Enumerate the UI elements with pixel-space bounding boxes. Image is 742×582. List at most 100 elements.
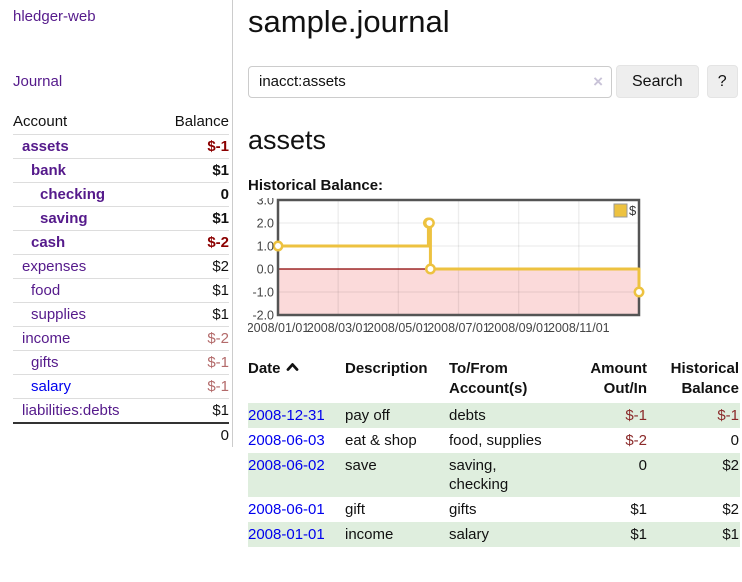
transaction-description: eat & shop bbox=[345, 432, 417, 449]
register-header-balance: Historical Balance bbox=[670, 360, 739, 397]
transaction-balance: 0 bbox=[730, 432, 739, 449]
account-link-saving[interactable]: saving bbox=[40, 210, 88, 227]
account-row-salary: salary $-1 bbox=[13, 374, 229, 399]
balance-chart-svg[interactable]: $3.0 2.0 1.0 0.0 -1.0 -2.02008/01/012008/03/0… bbox=[247, 194, 650, 340]
register-header-description: Description bbox=[345, 360, 428, 377]
register-header-amount: Amount Out/In bbox=[590, 360, 647, 397]
account-link-salary[interactable]: salary bbox=[31, 378, 72, 395]
account-balance: $2 bbox=[156, 254, 229, 279]
accounts-table: Account Balance assets $-1 bank $1 check… bbox=[13, 111, 229, 447]
transaction-description: pay off bbox=[345, 403, 449, 428]
chart-label: Historical Balance: bbox=[248, 177, 384, 194]
register-row: 2008-06-02 save saving, checking 0 $2 bbox=[248, 453, 740, 497]
account-balance: $1 bbox=[156, 158, 229, 183]
search-form: × Search ? bbox=[248, 65, 738, 98]
account-row-supplies: supplies $1 bbox=[13, 302, 229, 327]
account-balance: 0 bbox=[156, 182, 229, 207]
register-header-date[interactable]: Date bbox=[248, 357, 345, 403]
transaction-amount: $1 bbox=[562, 522, 647, 547]
account-row-food: food $1 bbox=[13, 278, 229, 303]
help-button[interactable]: ? bbox=[706, 65, 738, 98]
account-balance: $-2 bbox=[156, 326, 229, 351]
register-row: 2008-06-03 eat & shop food, supplies $-2… bbox=[248, 428, 740, 453]
svg-text:1.0: 1.0 bbox=[257, 240, 274, 254]
account-row-cash: cash $-2 bbox=[13, 230, 229, 255]
sidebar-item-journal[interactable]: Journal bbox=[13, 73, 63, 90]
account-link-supplies[interactable]: supplies bbox=[31, 306, 87, 323]
svg-text:2008/01/01: 2008/01/01 bbox=[248, 321, 309, 335]
account-balance: $1 bbox=[156, 302, 229, 327]
account-row-gifts: gifts $-1 bbox=[13, 350, 229, 375]
account-row-assets: assets $-1 bbox=[13, 134, 229, 159]
register-table: Date Description To/From Account(s) Amou… bbox=[248, 357, 740, 547]
transaction-accounts: gifts bbox=[449, 501, 477, 518]
account-row-saving: saving $1 bbox=[13, 206, 229, 231]
register-row: 2008-12-31 pay off debts $-1 $-1 bbox=[248, 403, 740, 428]
transaction-balance: $1 bbox=[647, 522, 740, 547]
account-link-cash[interactable]: cash bbox=[31, 234, 66, 251]
main-content: sample.journal × Search ? assets Histori… bbox=[233, 0, 740, 547]
transaction-accounts: salary bbox=[449, 522, 562, 547]
account-link-food[interactable]: food bbox=[31, 282, 61, 299]
transaction-date-link[interactable]: 2008-06-01 bbox=[248, 501, 325, 518]
search-input[interactable] bbox=[248, 65, 612, 98]
transaction-date-link[interactable]: 2008-01-01 bbox=[248, 526, 325, 543]
svg-text:$: $ bbox=[629, 203, 637, 218]
account-link-checking[interactable]: checking bbox=[40, 186, 106, 203]
sidebar: hledger-web Journal Account Balance asse… bbox=[0, 0, 233, 447]
account-link-expenses[interactable]: expenses bbox=[22, 258, 87, 275]
accounts-header-balance: Balance bbox=[174, 113, 229, 130]
account-heading: assets bbox=[248, 125, 327, 155]
svg-text:-1.0: -1.0 bbox=[252, 286, 274, 300]
accounts-total-row: 0 bbox=[13, 423, 229, 447]
accounts-header-account: Account bbox=[13, 113, 68, 130]
svg-text:2008/07/01: 2008/07/01 bbox=[427, 321, 490, 335]
page-title: sample.journal bbox=[248, 4, 450, 39]
account-row-bank: bank $1 bbox=[13, 158, 229, 183]
transaction-description: gift bbox=[345, 501, 366, 518]
account-balance: $1 bbox=[156, 398, 229, 424]
account-link-assets[interactable]: assets bbox=[22, 138, 69, 155]
historical-balance-chart[interactable]: $3.0 2.0 1.0 0.0 -1.0 -2.0 2008/01/01 2008/03/0… bbox=[247, 194, 719, 344]
account-balance: $-1 bbox=[156, 134, 229, 159]
app-layout: hledger-web Journal Account Balance asse… bbox=[0, 0, 740, 547]
account-balance: $1 bbox=[156, 278, 229, 303]
accounts-header-row: Account Balance bbox=[13, 111, 229, 135]
account-row-checking: checking 0 bbox=[13, 182, 229, 207]
svg-text:2008/11/01: 2008/11/01 bbox=[548, 321, 610, 335]
account-link-gifts[interactable]: gifts bbox=[31, 354, 59, 371]
account-balance: $-1 bbox=[156, 350, 229, 375]
sort-ascending-icon bbox=[286, 363, 298, 371]
account-link-bank[interactable]: bank bbox=[31, 162, 67, 179]
transaction-balance: $-1 bbox=[647, 403, 740, 428]
transaction-date-link[interactable]: 2008-06-02 bbox=[248, 457, 325, 474]
account-link-liabilities-debts[interactable]: liabilities:debts bbox=[22, 402, 120, 419]
clear-search-icon[interactable]: × bbox=[593, 71, 603, 91]
transaction-date-link[interactable]: 2008-12-31 bbox=[248, 407, 325, 424]
search-button[interactable]: Search bbox=[616, 65, 699, 98]
svg-text:2.0: 2.0 bbox=[257, 217, 274, 231]
account-row-expenses: expenses $2 bbox=[13, 254, 229, 279]
register-header-row: Date Description To/From Account(s) Amou… bbox=[248, 357, 740, 403]
register-row: 2008-01-01 income salary $1 $1 bbox=[248, 522, 740, 547]
app-brand-link[interactable]: hledger-web bbox=[13, 8, 96, 25]
svg-text:2008/05/01: 2008/05/01 bbox=[367, 321, 430, 335]
svg-text:2008/09/01: 2008/09/01 bbox=[487, 321, 550, 335]
account-link-income[interactable]: income bbox=[22, 330, 71, 347]
search-box: × bbox=[248, 65, 612, 98]
svg-text:0.0: 0.0 bbox=[257, 263, 274, 277]
transaction-amount: $-2 bbox=[625, 432, 647, 449]
svg-text:2008/03/01: 2008/03/01 bbox=[307, 321, 370, 335]
register-row: 2008-06-01 gift gifts $1 $2 bbox=[248, 497, 740, 522]
transaction-accounts: food, supplies bbox=[449, 432, 542, 449]
transaction-description: save bbox=[345, 453, 449, 497]
register-header-tofrom: To/From Account(s) bbox=[449, 360, 528, 397]
svg-text:3.0: 3.0 bbox=[257, 198, 274, 208]
account-balance: $-2 bbox=[156, 230, 229, 255]
accounts-total-value: 0 bbox=[220, 427, 229, 444]
transaction-date-link[interactable]: 2008-06-03 bbox=[248, 432, 325, 449]
transaction-balance: $2 bbox=[722, 501, 739, 518]
transaction-description: income bbox=[345, 522, 449, 547]
account-row-income: income $-2 bbox=[13, 326, 229, 351]
transaction-accounts: debts bbox=[449, 403, 562, 428]
